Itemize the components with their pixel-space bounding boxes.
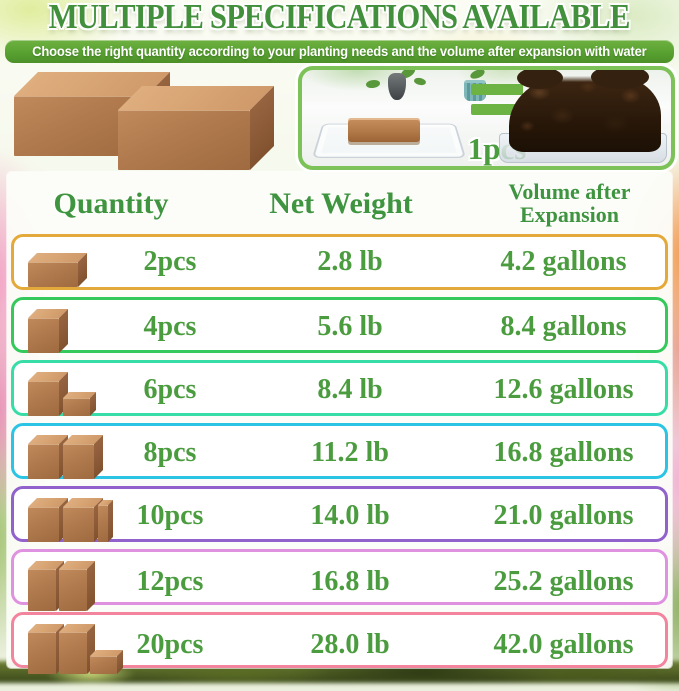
- coco-brick-image: [118, 86, 274, 170]
- net-weight-value: 16.8 lb: [310, 565, 390, 597]
- table-row: 20pcs 28.0 lb 42.0 gallons: [11, 612, 668, 674]
- table-row: 4pcs 5.6 lb 8.4 gallons: [11, 297, 668, 353]
- volume-value: 21.0 gallons: [493, 499, 634, 531]
- equals-icon: =: [471, 84, 523, 124]
- hero-images: = 1pcs: [0, 66, 679, 170]
- brick-cube-icon: [63, 434, 103, 479]
- coco-brick-in-tray-image: [348, 118, 420, 142]
- quantity-value: 10pcs: [136, 499, 204, 531]
- table-row: 6pcs 8.4 lb 12.6 gallons: [11, 360, 668, 416]
- col-header-volume: Volume after Expansion: [508, 179, 631, 227]
- brick-tall-icon: [59, 623, 95, 674]
- brick-icons: [22, 359, 114, 421]
- sprout-icon: [543, 66, 555, 69]
- expanded-soil-image: [509, 70, 661, 152]
- brick-tall-icon: [28, 560, 64, 611]
- table-row: 10pcs 14.0 lb 21.0 gallons: [11, 486, 668, 542]
- subtitle-banner: Choose the right quantity according to y…: [5, 40, 674, 63]
- col-header-quantity: Quantity: [53, 187, 169, 220]
- quantity-value: 12pcs: [136, 565, 204, 597]
- net-weight-value: 2.8 lb: [317, 246, 383, 277]
- brick-tall-icon: [28, 623, 64, 674]
- brick-cube-icon: [28, 434, 68, 479]
- subtitle-text: Choose the right quantity according to y…: [32, 43, 647, 59]
- brick-small-icon: [90, 649, 123, 674]
- expansion-demo-photo: = 1pcs: [298, 66, 675, 170]
- net-weight-value: 11.2 lb: [311, 436, 389, 468]
- brick-small-icon: [63, 391, 96, 416]
- brick-icons: [22, 548, 114, 616]
- brick-cube-icon: [28, 371, 68, 416]
- table-row: 2pcs 2.8 lb 4.2 gallons: [11, 234, 668, 290]
- net-weight-value: 8.4 lb: [317, 373, 383, 405]
- brick-wide-icon: [28, 252, 87, 287]
- leaf-icon: [413, 76, 427, 87]
- page-title: MULTIPLE SPECIFICATIONS AVAILABLE: [49, 0, 631, 36]
- brick-icons: [22, 422, 114, 484]
- quantity-value: 4pcs: [143, 310, 197, 342]
- brick-slab-icon: [98, 499, 113, 542]
- quantity-value: 6pcs: [143, 373, 197, 405]
- quantity-value: 20pcs: [136, 628, 204, 660]
- col-header-net-weight: Net Weight: [269, 187, 413, 220]
- quantity-value: 2pcs: [143, 246, 197, 277]
- volume-value: 42.0 gallons: [493, 628, 634, 660]
- coco-bricks-photo: [0, 62, 300, 174]
- brick-cube-icon: [63, 497, 103, 542]
- volume-value: 25.2 gallons: [493, 565, 634, 597]
- sprout-icon: [600, 66, 614, 69]
- brick-icons: [22, 296, 114, 358]
- brick-icons: [22, 233, 114, 292]
- volume-value: 8.4 gallons: [500, 310, 627, 342]
- volume-value: 12.6 gallons: [493, 373, 634, 405]
- brick-tall-icon: [59, 560, 95, 611]
- brick-cube-icon: [28, 308, 68, 353]
- net-weight-value: 5.6 lb: [317, 310, 383, 342]
- volume-value: 4.2 gallons: [500, 246, 627, 277]
- spec-table: Quantity Net Weight Volume after Expansi…: [7, 172, 672, 674]
- brick-icons: [22, 485, 114, 547]
- net-weight-value: 14.0 lb: [310, 499, 390, 531]
- volume-value: 16.8 gallons: [493, 436, 634, 468]
- net-weight-value: 28.0 lb: [310, 628, 390, 660]
- brick-icons: [22, 611, 123, 679]
- vase-image: [388, 73, 406, 100]
- brick-cube-icon: [28, 497, 68, 542]
- table-body: 2pcs 2.8 lb 4.2 gallons 4pcs 5.6 lb 8.4 …: [7, 234, 672, 674]
- table-row: 12pcs 16.8 lb 25.2 gallons: [11, 549, 668, 611]
- table-header-row: Quantity Net Weight Volume after Expansi…: [7, 172, 672, 234]
- leaf-icon: [366, 80, 380, 88]
- table-row: 8pcs 11.2 lb 16.8 gallons: [11, 423, 668, 479]
- quantity-value: 8pcs: [143, 436, 197, 468]
